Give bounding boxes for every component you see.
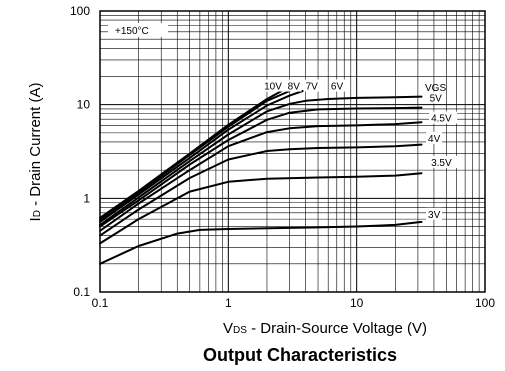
curve-vgs-7V [99,90,304,223]
y-axis-text: - Drain Current (A) [27,83,44,211]
curve-vgs-3V [99,220,423,265]
curve-label-4-5V: 4.5V [431,114,452,125]
x-tick-label: 1 [225,296,232,310]
curve-label-bg [303,79,320,92]
curve-label-10V: 10V [264,82,282,93]
y-tick-label: 100 [70,4,90,18]
curves [99,90,423,265]
x-tick-label: 0.1 [92,296,109,310]
temperature-label: +150°C [115,26,149,37]
curve-label-3V: 3V [428,210,441,221]
curve-vgs-6V [99,95,423,226]
curve-label-bg [429,111,458,124]
curve-vgs-8V [99,90,291,221]
tick-labels: 0.1 1 10 100 0.1 1 10 100 [70,4,495,310]
x-axis-subscript: DS [233,325,247,336]
curve-label-bg [426,131,443,144]
x-tick-label: 100 [475,296,495,310]
curve-vgs-5V [99,106,423,228]
x-axis-symbol: V [223,320,233,337]
vgs-legend-header: VGS [425,83,446,94]
curve-vgs-4-5V [99,121,423,232]
curve-label-bg [328,79,345,92]
x-axis-title: VDS - Drain-Source Voltage (V) [223,320,427,337]
temperature-annotation: +150°C [108,23,168,37]
y-axis-title: ID - Drain Current (A) [27,83,44,222]
curve-label-bg [285,79,302,92]
y-axis-subscript: D [32,210,43,217]
curve-label-6V: 6V [331,82,344,93]
x-tick-label: 10 [350,296,364,310]
grid [100,11,485,292]
plot-frame [99,10,486,293]
curve-label-bg [262,79,285,92]
curve-label-4V: 4V [428,134,441,145]
y-axis-symbol: I [27,217,44,221]
curve-label-bg [429,155,458,168]
curve-label-3-5V: 3.5V [431,158,452,169]
curve-label-5V: 5V [430,94,443,105]
y-tick-label: 10 [77,98,91,112]
curve-label-8V: 8V [288,82,301,93]
curve-vgs-10V [99,90,283,219]
curve-label-bg [426,207,443,220]
chart-title: Output Characteristics [203,345,397,365]
curve-label-7V: 7V [306,82,319,93]
curve-label-bg [427,91,444,104]
y-tick-label: 0.1 [73,285,90,299]
curve-labels: 10V 8V 7V 6V 5V 4.5V 4V 3.5V 3V [262,79,458,221]
x-axis-text: - Drain-Source Voltage (V) [247,320,427,337]
y-tick-label: 1 [83,191,90,205]
curve-vgs-4V [99,143,423,237]
curve-vgs-3-5V [99,172,423,245]
